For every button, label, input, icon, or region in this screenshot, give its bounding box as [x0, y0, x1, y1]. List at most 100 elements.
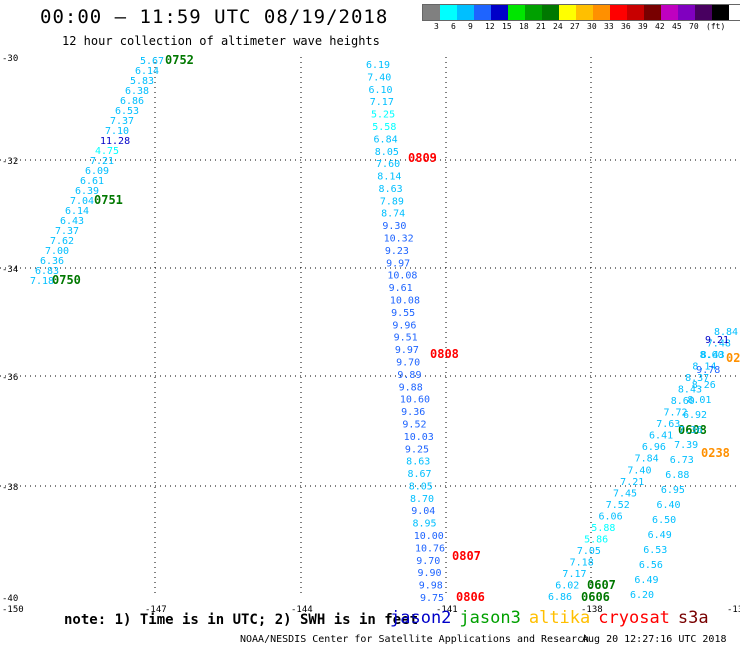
- wave-height-value: 10.03: [404, 432, 434, 443]
- wave-height-value: 7.36: [679, 425, 703, 436]
- wave-height-value: 4.75: [95, 146, 119, 157]
- wave-height-value: 9.97: [386, 258, 410, 269]
- wave-height-value: 6.06: [599, 511, 623, 522]
- legend-label: 6: [451, 22, 456, 31]
- wave-height-value: 6.86: [548, 592, 572, 603]
- lat-tick-label: -36: [2, 373, 18, 383]
- legend-label: 18: [519, 22, 529, 31]
- legend-swatch: [712, 5, 729, 20]
- wave-height-value: 9.89: [397, 370, 421, 381]
- lon-tick-label: -138: [581, 605, 603, 615]
- track-time-label: 0238: [701, 446, 730, 460]
- wave-height-value: 7.17: [562, 569, 586, 580]
- wave-height-value: 9.90: [417, 568, 441, 579]
- track-time-label: 0751: [94, 193, 123, 207]
- track-time-label: 0607: [587, 578, 616, 592]
- wave-height-value: 6.61: [80, 176, 104, 187]
- wave-height-value: 9.97: [395, 345, 419, 356]
- wave-height-value: 7.00: [45, 246, 69, 257]
- wave-height-value: 9.25: [405, 444, 429, 455]
- legend-label: 27: [570, 22, 580, 31]
- wave-height-value: 7.10: [105, 126, 129, 137]
- lon-tick-label: -150: [2, 605, 24, 615]
- wave-height-value: 8.05: [409, 481, 433, 492]
- wave-height-value: 8.74: [381, 209, 405, 220]
- wave-height-value: 7.05: [577, 546, 601, 557]
- wave-height-value: 6.88: [665, 470, 689, 481]
- wave-height-value: 9.98: [419, 581, 443, 592]
- wave-height-value: 9.70: [396, 357, 420, 368]
- wave-height-value: 9.36: [401, 407, 425, 418]
- wave-height-value: 9.88: [399, 382, 423, 393]
- wave-height-value: 8.14: [377, 172, 401, 183]
- wave-height-value: 9.30: [382, 221, 406, 232]
- legend-swatch: [644, 5, 661, 20]
- wave-height-value: 6.20: [630, 590, 654, 601]
- legend-swatch: [593, 5, 610, 20]
- wave-height-value: 6.84: [374, 134, 398, 145]
- wave-height-value: 6.56: [639, 560, 663, 571]
- wave-height-value: 5.67: [140, 56, 164, 67]
- legend-swatch: [457, 5, 474, 20]
- map-title: 00:00 – 11:59 UTC 08/19/2018: [40, 6, 389, 28]
- satellite-legend-item: s3a: [677, 608, 709, 628]
- wave-height-value: 5.25: [371, 110, 395, 121]
- wave-height-value: 7.52: [606, 500, 630, 511]
- satellite-legend-item: jason2: [390, 608, 452, 628]
- wave-height-value: 7.40: [627, 465, 651, 476]
- wave-height-value: 7.17: [370, 97, 394, 108]
- legend-label: 39: [638, 22, 648, 31]
- legend-swatch: [695, 5, 712, 20]
- wave-height-value: 6.40: [656, 500, 680, 511]
- wave-height-value: 10.32: [384, 234, 414, 245]
- legend-label: (ft): [706, 22, 726, 31]
- wave-height-value: 7.37: [55, 226, 79, 237]
- legend-label: 70: [689, 22, 699, 31]
- wave-height-value: 9.61: [389, 283, 413, 294]
- wave-height-value: 9.21: [705, 335, 729, 346]
- legend-swatch: [576, 5, 593, 20]
- axis-tick-labels: -30 -32 -34 -36 -38 -40-150 -147 -144 -141 -138 -1…: [2, 54, 740, 615]
- wave-height-value: 6.53: [643, 545, 667, 556]
- satellite-legend: jason2 jason3 altika cryosat s3a: [390, 608, 717, 628]
- wave-height-value: 6.73: [670, 455, 694, 466]
- wave-height-value: 6.09: [85, 166, 109, 177]
- lat-tick-label: -34: [2, 265, 18, 275]
- wave-height-value: 8.05: [375, 147, 399, 158]
- wave-height-value: 5.86: [584, 534, 608, 545]
- legend-label: 42: [655, 22, 665, 31]
- legend-swatch: [440, 5, 457, 20]
- wave-height-value: 8.14: [692, 362, 716, 373]
- wave-height-value: 6.49: [634, 575, 658, 586]
- wave-height-value: 6.19: [366, 60, 390, 71]
- track-time-label: 0808: [430, 347, 459, 361]
- satellite-legend-item: altika: [528, 608, 591, 628]
- lat-tick-label: -30: [2, 54, 18, 64]
- wave-height-value: 5.58: [372, 122, 396, 133]
- wave-height-value: 7.63: [656, 419, 680, 430]
- wave-height-value: 7.62: [50, 236, 74, 247]
- track-time-label: 0806: [456, 590, 485, 604]
- legend-swatch: [559, 5, 576, 20]
- track-time-label: 0606: [581, 590, 610, 604]
- wave-height-value: 9.55: [391, 308, 415, 319]
- lat-tick-label: -38: [2, 483, 18, 493]
- wave-height-value: 8.26: [692, 380, 716, 391]
- color-legend-labels: 3 6 9 12 15 18 21 24 27 30 33 36 39 42 45 70 (ft): [422, 21, 740, 33]
- wave-height-value: 9.78: [696, 365, 720, 376]
- wave-height-value: 8.95: [412, 519, 436, 530]
- wave-height-value: 6.38: [125, 86, 149, 97]
- lat-tick-label: -32: [2, 157, 18, 167]
- grid-lines: [0, 57, 740, 597]
- wave-height-value: 9.23: [385, 246, 409, 257]
- wave-height-value: 8.70: [410, 494, 434, 505]
- legend-swatch: [678, 5, 695, 20]
- wave-height-value: 9.75: [420, 593, 444, 604]
- lon-tick-label: -144: [291, 605, 313, 615]
- legend-label: 9: [468, 22, 473, 31]
- lat-tick-label: -40: [2, 594, 18, 604]
- wave-height-value: 8.43: [678, 385, 702, 396]
- color-legend-swatches: [422, 4, 740, 21]
- wave-height-value: 10.00: [414, 531, 444, 542]
- legend-swatch: [491, 5, 508, 20]
